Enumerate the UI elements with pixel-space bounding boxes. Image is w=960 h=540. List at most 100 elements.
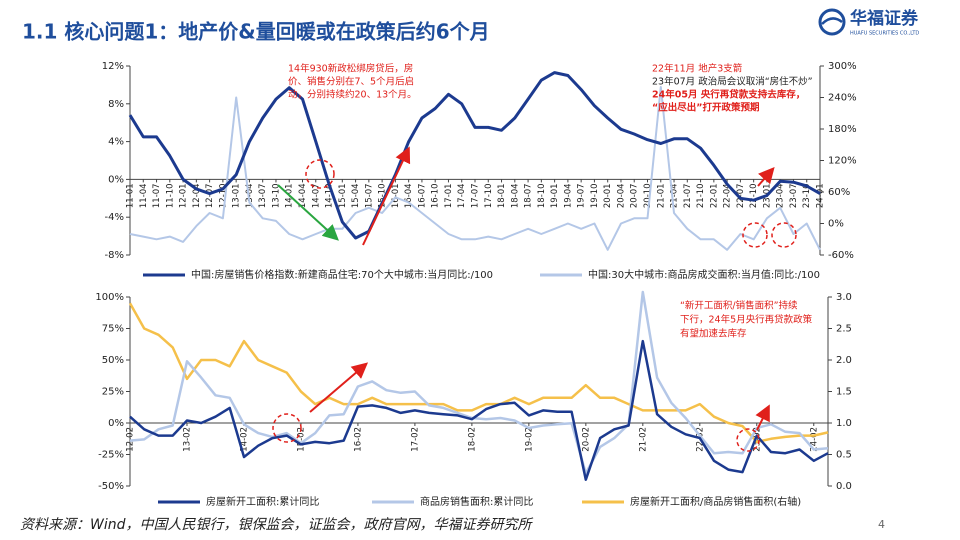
annotation: 14年930新政松绑房贷后，房: [288, 63, 413, 75]
x-tick-label: 21-07: [683, 183, 693, 208]
y2-tick-label: 1.5: [836, 387, 852, 398]
x-tick-label: 11-07: [152, 183, 162, 208]
y2-tick-label: 180%: [828, 124, 857, 135]
legend-label: 商品房销售面积:累计同比: [420, 495, 533, 508]
x-tick-label: 17-10: [484, 183, 494, 208]
x-tick-label: 16-04: [404, 183, 414, 208]
trend-arrow: [755, 404, 770, 431]
legend-label: 中国:房屋销售价格指数:新建商品住宅:70个大中城市:当月同比:/100: [191, 268, 493, 281]
x-tick-label: 18-02: [467, 427, 477, 452]
page-number: 4: [878, 518, 885, 531]
x-tick-label: 24-01: [816, 183, 826, 208]
legend-label: 房屋新开工面积:累计同比: [206, 495, 319, 508]
x-tick-label: 17-07: [471, 183, 481, 208]
y-tick-label: 75%: [102, 324, 124, 335]
highlight-circle: [272, 413, 302, 443]
x-tick-label: 24-02: [809, 427, 819, 452]
y-tick-label: -4%: [105, 212, 124, 223]
y-tick-label: 4%: [108, 137, 124, 148]
y-tick-label: -25%: [98, 450, 124, 461]
x-tick-label: 22-04: [723, 183, 733, 208]
x-tick-label: 17-01: [444, 183, 454, 208]
y2-tick-label: 0.5: [836, 450, 852, 461]
x-tick-label: 18-01: [497, 183, 507, 208]
x-tick-label: 15-10: [378, 183, 388, 208]
series-line: [129, 290, 829, 475]
trend-arrow: [362, 146, 411, 246]
y-tick-label: 0%: [108, 174, 124, 185]
x-tick-label: 18-07: [524, 183, 534, 208]
trend-arrow: [757, 166, 775, 187]
x-tick-label: 19-07: [577, 183, 587, 208]
y-tick-label: 0%: [108, 418, 124, 429]
annotation: 下行，24年5月央行再贷款政策: [680, 314, 813, 326]
x-tick-label: 13-10: [271, 183, 281, 208]
x-tick-label: 22-01: [709, 183, 719, 208]
x-tick-label: 20-01: [603, 183, 613, 208]
x-tick-label: 14-04: [298, 183, 308, 208]
x-tick-label: 14-10: [325, 183, 335, 208]
series-line: [129, 339, 829, 481]
trend-arrow: [309, 362, 369, 413]
x-tick-label: 11-04: [139, 183, 149, 208]
annotation: 价、销售分别在7、5个月后启: [288, 76, 414, 88]
x-tick-label: 21-10: [696, 183, 706, 208]
x-tick-label: 18-10: [537, 183, 547, 208]
x-tick-label: 11-10: [165, 183, 175, 208]
series-line: [128, 302, 829, 444]
y-tick-label: 25%: [102, 387, 124, 398]
x-tick-label: 18-04: [510, 183, 520, 208]
y2-tick-label: 300%: [828, 61, 857, 72]
trend-arrow: [277, 184, 339, 241]
y-tick-label: 50%: [102, 355, 124, 366]
source-note: 资料来源：Wind，中国人民银行，银保监会，证监会，政府官网，华福证券研究所: [20, 517, 533, 533]
y-tick-label: 100%: [95, 292, 124, 303]
x-tick-label: 16-07: [417, 183, 427, 208]
logo-subtext: HUAFU SECURITIES CO.,LTD: [850, 31, 919, 37]
highlight-circle: [742, 222, 768, 248]
y2-tick-label: 0.0: [836, 481, 852, 492]
annotation: 有望加速去库存: [680, 328, 747, 340]
x-tick-label: 19-01: [550, 183, 560, 208]
x-tick-label: 20-02: [581, 427, 591, 452]
x-tick-label: 17-04: [457, 183, 467, 208]
x-tick-label: 19-04: [563, 183, 573, 208]
x-tick-label: 21-04: [670, 183, 680, 208]
legend-label: 房屋新开工面积/商品房销售面积(右轴): [630, 495, 801, 508]
x-tick-label: 17-02: [410, 427, 420, 452]
x-tick-label: 14-02: [239, 427, 249, 452]
x-tick-label: 13-07: [258, 183, 268, 208]
x-tick-label: 20-04: [616, 183, 626, 208]
y-tick-label: 12%: [102, 61, 124, 72]
legend-label: 中国:30大中城市:商品房成交面积:当月值:同比:/100: [588, 268, 820, 281]
y2-tick-label: -60%: [828, 250, 854, 261]
x-tick-label: 23-07: [789, 183, 799, 208]
logo-icon-swoosh: [821, 17, 843, 25]
x-tick-label: 20-10: [643, 183, 653, 208]
series-line: [129, 86, 821, 251]
x-tick-label: 20-07: [630, 183, 640, 208]
x-tick-label: 22-07: [736, 183, 746, 208]
annotation: “新开工面积/销售面积”持续: [680, 300, 798, 312]
x-tick-label: 15-07: [364, 183, 374, 208]
x-tick-label: 16-10: [431, 183, 441, 208]
x-tick-label: 19-02: [524, 427, 534, 452]
annotation: 22年11月 地产3支箭: [652, 63, 743, 75]
x-tick-label: 19-10: [590, 183, 600, 208]
x-tick-label: 21-01: [656, 183, 666, 208]
x-tick-label: 14-07: [311, 183, 321, 208]
annotation: 24年05月 央行再贷款支持去库存，: [652, 89, 805, 101]
x-tick-label: 16-02: [353, 427, 363, 452]
x-tick-label: 23-02: [752, 427, 762, 452]
x-tick-label: 13-04: [245, 183, 255, 208]
annotation: “应出尽出”打开政策预期: [652, 102, 760, 114]
x-tick-label: 12-07: [205, 183, 215, 208]
x-tick-label: 15-01: [338, 183, 348, 208]
y2-tick-label: 1.0: [836, 418, 852, 429]
highlight-circle: [305, 159, 335, 189]
x-tick-label: 22-10: [749, 183, 759, 208]
y2-tick-label: 120%: [828, 156, 857, 167]
x-tick-label: 15-02: [296, 427, 306, 452]
y-tick-label: -8%: [105, 250, 124, 261]
